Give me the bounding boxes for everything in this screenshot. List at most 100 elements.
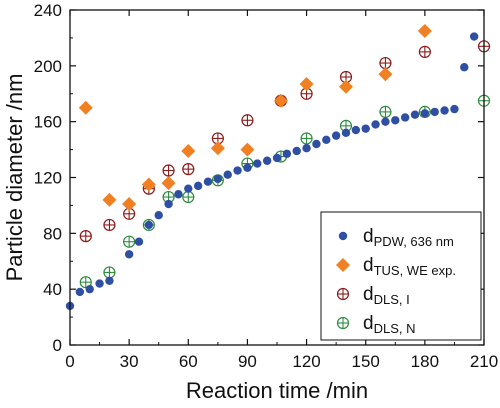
data-point: [79, 276, 92, 289]
data-point: [273, 93, 288, 108]
data-point: [378, 67, 393, 82]
legend-label: dTUS, WE exp.: [363, 255, 456, 278]
y-tick-label: 120: [34, 169, 62, 188]
data-point: [440, 106, 449, 115]
x-tick-label: 210: [470, 352, 498, 371]
data-point: [103, 218, 116, 232]
data-point: [174, 190, 183, 199]
data-point: [181, 143, 196, 158]
x-tick-label: 60: [179, 352, 198, 371]
legend-item: dDLS, N: [336, 313, 415, 336]
data-point: [282, 149, 292, 158]
data-point: [450, 104, 459, 114]
y-tick-label: 200: [34, 57, 62, 76]
data-point: [95, 279, 104, 288]
legend-item: dTUS, WE exp.: [336, 255, 456, 278]
data-point: [379, 105, 392, 118]
data-point: [341, 128, 351, 138]
data-point: [379, 56, 392, 70]
data-point: [272, 153, 282, 163]
data-point: [134, 237, 144, 246]
data-point: [351, 125, 361, 135]
legend-marker: [336, 287, 350, 301]
axis-ticks: 0 30 60 90 120 150 180 210 0 40 80 120 160 200 240: [34, 1, 499, 371]
data-point: [75, 287, 85, 297]
x-axis-title: Reaction time /min: [186, 378, 368, 403]
data-point: [210, 141, 225, 156]
data-point: [123, 235, 136, 248]
data-point: [339, 79, 353, 94]
data-point: [430, 107, 439, 117]
legend-label: dPDW, 636 nm: [363, 226, 454, 249]
data-marks: [65, 23, 491, 311]
data-point: [292, 146, 301, 156]
data-point: [124, 250, 134, 259]
data-point: [361, 124, 370, 133]
data-point: [103, 266, 116, 279]
data-point: [193, 181, 203, 191]
legend-marker: [336, 316, 350, 330]
data-point: [85, 284, 94, 294]
y-tick-label: 40: [43, 280, 62, 299]
data-point: [102, 192, 117, 207]
data-point: [182, 190, 195, 204]
legend-item: dPDW, 636 nm: [338, 226, 454, 249]
y-tick-label: 240: [34, 1, 62, 20]
data-point: [233, 166, 242, 175]
data-point: [400, 113, 410, 122]
data-point: [154, 210, 163, 220]
data-point: [162, 164, 175, 177]
y-axis-title: Particle diameter /nm: [2, 74, 27, 282]
y-tick-label: 80: [43, 224, 62, 243]
data-point: [262, 156, 272, 165]
data-point: [182, 163, 195, 176]
legend-label: dDLS, I: [363, 284, 410, 307]
data-point: [300, 132, 313, 145]
data-point: [161, 176, 176, 191]
data-point: [79, 230, 92, 243]
y-tick-label: 160: [34, 113, 62, 132]
data-point: [302, 143, 311, 153]
data-point: [243, 163, 252, 172]
data-point: [299, 76, 314, 91]
data-point: [164, 199, 173, 209]
legend-box: [320, 211, 482, 341]
data-point: [241, 114, 254, 127]
y-tick-label: 0: [53, 336, 62, 355]
data-point: [253, 159, 262, 168]
data-point: [391, 116, 400, 125]
x-tick-label: 0: [65, 352, 74, 371]
data-point: [105, 276, 114, 285]
data-point: [240, 142, 255, 157]
data-point: [122, 197, 137, 212]
data-point: [418, 45, 431, 58]
x-tick-label: 30: [120, 352, 139, 371]
data-point: [213, 174, 223, 184]
data-point: [322, 135, 331, 145]
data-point: [144, 220, 154, 230]
data-point: [223, 170, 232, 179]
data-point: [371, 120, 380, 129]
legend-marker: [336, 258, 350, 272]
x-tick-label: 120: [292, 352, 320, 371]
data-point: [381, 117, 390, 126]
data-point: [410, 110, 420, 119]
data-point: [417, 23, 432, 38]
data-point: [460, 63, 469, 72]
data-point: [203, 177, 213, 186]
data-point: [469, 32, 479, 41]
x-tick-label: 90: [238, 352, 257, 371]
data-point: [331, 131, 341, 140]
x-tick-label: 180: [411, 352, 439, 371]
legend: dPDW, 636 nm dTUS, WE exp. dDLS, I dDLS, N: [320, 211, 482, 341]
data-point: [420, 109, 430, 118]
legend-label: dDLS, N: [363, 313, 415, 336]
data-point: [312, 139, 321, 149]
data-point: [184, 184, 193, 193]
data-point: [141, 177, 156, 192]
legend-item: dDLS, I: [336, 284, 410, 307]
data-point: [78, 100, 93, 115]
legend-marker: [338, 231, 348, 241]
x-tick-label: 150: [352, 352, 380, 371]
